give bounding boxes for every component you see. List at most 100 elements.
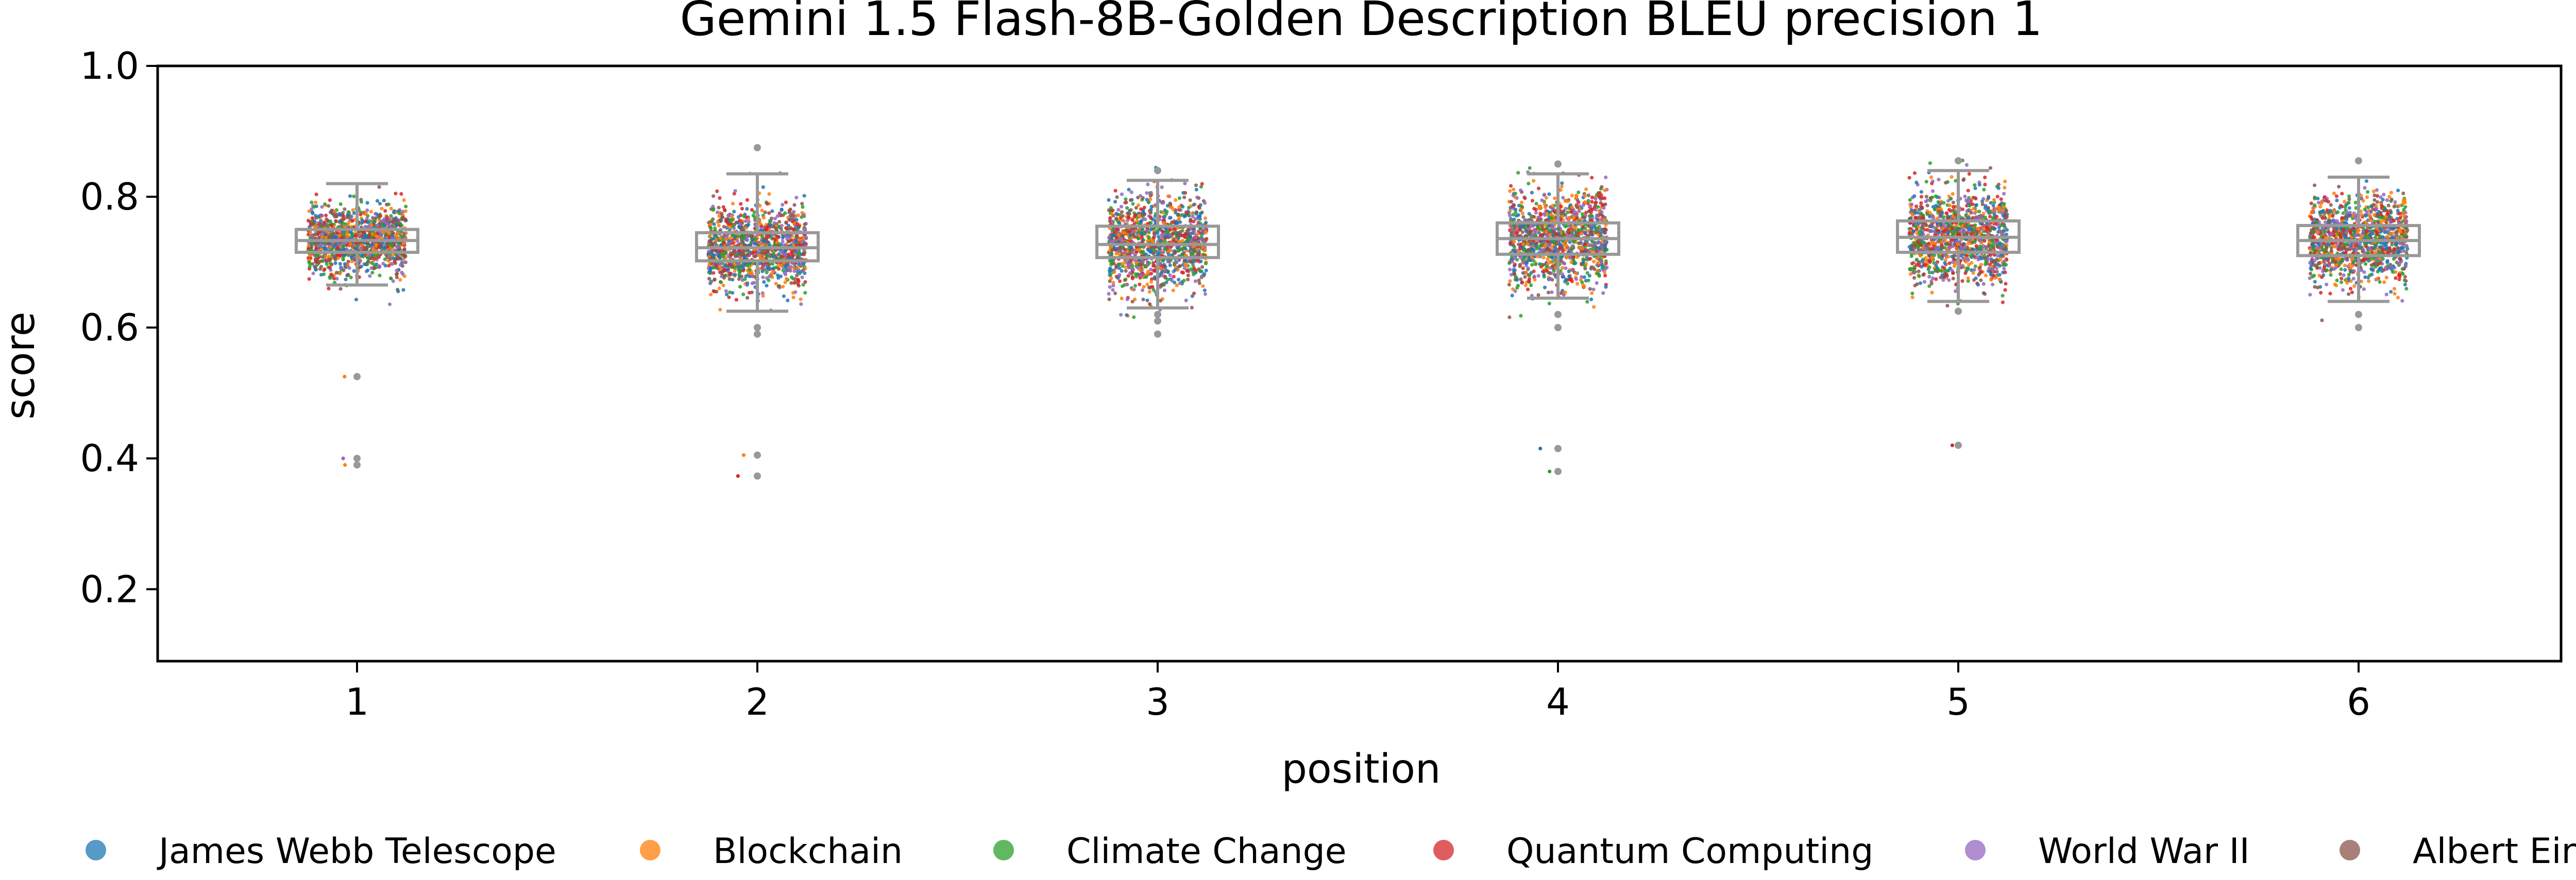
strip-point (350, 260, 354, 264)
strip-point (1518, 264, 1522, 268)
strip-point (1564, 206, 1568, 211)
strip-point (767, 192, 771, 196)
strip-point (1120, 296, 1124, 301)
strip-point (365, 234, 369, 238)
strip-point (388, 257, 393, 261)
strip-point (1110, 212, 1114, 216)
strip-point (1191, 251, 1195, 255)
strip-point (1115, 227, 1120, 232)
strip-point (1149, 221, 1153, 225)
strip-point (403, 209, 408, 213)
strip-point (1131, 229, 1136, 233)
strip-point (1509, 228, 1514, 232)
strip-point (781, 239, 785, 244)
strip-point (803, 280, 807, 284)
strip-point (1107, 297, 1111, 301)
strip-point (311, 271, 315, 275)
strip-point (723, 209, 727, 213)
strip-point (788, 267, 792, 271)
strip-point (1520, 230, 1524, 234)
strip-point (738, 269, 742, 273)
strip-point (767, 211, 771, 215)
strip-point (1189, 218, 1193, 222)
strip-point (766, 235, 770, 239)
strip-point (395, 268, 399, 273)
strip-point (1602, 230, 1606, 234)
strip-point (1587, 257, 1591, 261)
strip-point (346, 213, 350, 217)
strip-point (403, 255, 407, 259)
strip-point (359, 265, 363, 269)
strip-point (717, 205, 721, 210)
strip-point (401, 213, 405, 217)
strip-point (1109, 239, 1113, 244)
strip-point (1130, 248, 1135, 252)
strip-point (1110, 219, 1114, 223)
strip-point (772, 221, 776, 225)
strip-point (329, 272, 333, 277)
strip-point (1512, 240, 1516, 244)
strip-point (1508, 189, 1512, 193)
strip-point (1177, 205, 1181, 210)
strip-point (328, 266, 332, 270)
strip-point (1161, 201, 1165, 205)
strip-point (382, 246, 386, 250)
strip-point (1145, 272, 1149, 277)
strip-point (1132, 315, 1136, 319)
strip-point (396, 232, 400, 236)
strip-point (1542, 212, 1546, 216)
strip-point (1575, 215, 1579, 219)
strip-point (728, 236, 733, 240)
strip-point (1561, 266, 1565, 270)
strip-point (719, 236, 723, 240)
strip-point (327, 286, 331, 291)
strip-point (1128, 233, 1132, 237)
strip-point (709, 292, 713, 297)
strip-point (775, 235, 779, 239)
strip-point (312, 219, 316, 223)
strip-point (1924, 180, 1928, 184)
strip-point (709, 240, 713, 244)
strip-point (311, 216, 315, 220)
strip-point (306, 218, 311, 223)
strip-point (402, 198, 406, 202)
strip-point (388, 254, 392, 258)
strip-point (319, 213, 324, 217)
strip-point (784, 200, 788, 204)
strip-point (720, 212, 724, 216)
strip-point (313, 232, 317, 236)
strip-point (708, 222, 713, 227)
strip-point (1550, 290, 1554, 295)
strip-point (1183, 247, 1188, 251)
strip-point (1580, 232, 1584, 236)
strip-point (327, 254, 331, 258)
strip-point (788, 256, 792, 260)
strip-point (1507, 283, 1511, 287)
strip-point (757, 253, 761, 257)
strip-point (368, 274, 372, 278)
strip-point (1603, 248, 1607, 252)
strip-point (1109, 263, 1113, 267)
strip-point (1527, 280, 1531, 284)
strip-point (397, 211, 401, 215)
strip-point (1192, 248, 1196, 252)
strip-point (1149, 191, 1153, 195)
strip-point (370, 243, 374, 247)
strip-point (363, 262, 368, 267)
strip-point (1124, 269, 1128, 273)
strip-point (314, 192, 318, 197)
strip-point (348, 194, 352, 198)
strip-point (1149, 238, 1154, 242)
strip-point (1142, 285, 1146, 289)
strip-point (328, 219, 333, 223)
strip-point (328, 198, 332, 202)
strip-point (745, 252, 750, 256)
strip-point (1528, 273, 1532, 278)
strip-point (1168, 202, 1173, 206)
strip-point (1543, 205, 1547, 210)
strip-point (320, 259, 325, 263)
strip-point (324, 254, 328, 258)
strip-point (787, 218, 791, 222)
strip-point (354, 247, 358, 251)
strip-point (1160, 185, 1164, 189)
